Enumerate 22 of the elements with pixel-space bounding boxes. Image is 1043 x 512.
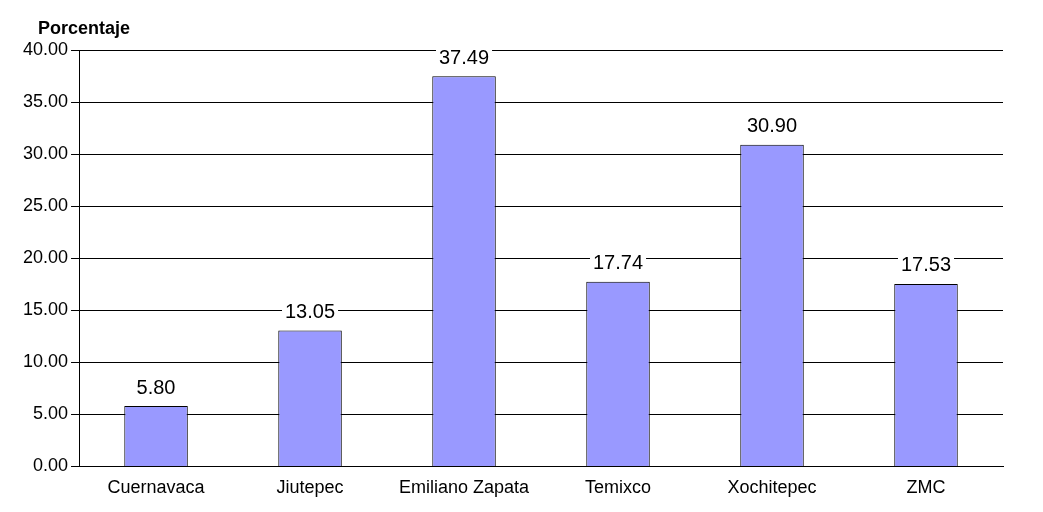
data-label: 17.53 bbox=[900, 253, 952, 276]
y-tick-label: 10.00 bbox=[23, 351, 69, 372]
y-tick-label: 40.00 bbox=[23, 38, 69, 59]
y-tick-label: 30.00 bbox=[23, 143, 69, 164]
y-tick-label: 25.00 bbox=[23, 195, 69, 216]
y-axis-title: Porcentaje bbox=[38, 18, 131, 39]
x-tick-label: Emiliano Zapata bbox=[398, 477, 531, 498]
y-tick-label: 15.00 bbox=[23, 299, 69, 320]
y-tick-label: 0.00 bbox=[33, 455, 69, 476]
data-label: 37.49 bbox=[438, 45, 490, 68]
x-tick-label: Xochitepec bbox=[727, 477, 817, 498]
x-tick-label: Jiutepec bbox=[276, 477, 344, 498]
x-tick-label: Temixco bbox=[585, 477, 652, 498]
data-label: 13.05 bbox=[285, 300, 336, 323]
data-label: 17.74 bbox=[592, 251, 644, 274]
y-tick-label: 35.00 bbox=[23, 91, 69, 112]
y-tick-label: 20.00 bbox=[23, 247, 69, 268]
data-label: 5.80 bbox=[136, 375, 176, 398]
x-tick-label: ZMC bbox=[906, 477, 946, 498]
x-tick-label: Cuernavaca bbox=[107, 477, 206, 498]
data-label: 30.90 bbox=[746, 114, 798, 137]
y-tick-label: 5.00 bbox=[33, 403, 69, 424]
